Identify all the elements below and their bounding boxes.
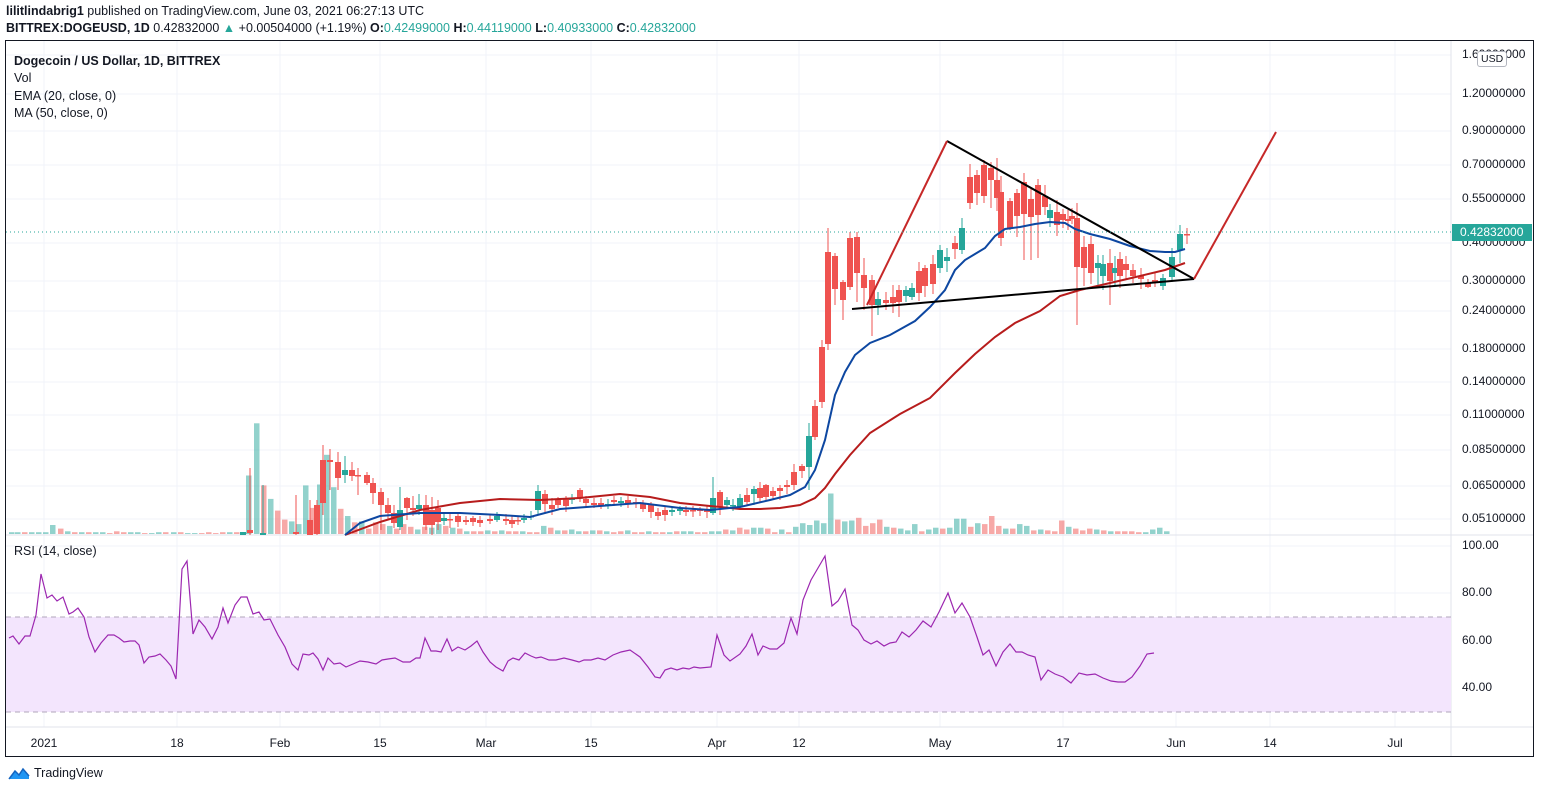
time-tick: 18 (170, 736, 184, 750)
high-label: H: (453, 21, 467, 35)
rsi-tick: 80.00 (1462, 585, 1493, 599)
time-tick: 14 (1263, 736, 1277, 750)
legend-title[interactable]: Dogecoin / US Dollar, 1D, BITTREX (14, 54, 221, 68)
legend-ema[interactable]: EMA (20, close, 0) (14, 88, 117, 103)
price-tick: 0.90000000 (1462, 123, 1526, 137)
tradingview-logo-icon (8, 767, 30, 780)
publish-info: lilitlindabrig1 published on TradingView… (6, 4, 424, 18)
chart-legend: Dogecoin / US Dollar, 1D, BITTREX Vol EM… (14, 53, 220, 122)
legend-vol[interactable]: Vol (14, 71, 32, 86)
up-arrow-icon: ▲ (222, 21, 236, 35)
close-label: C: (616, 21, 630, 35)
time-tick: Jul (1387, 736, 1403, 750)
time-tick: 2021 (30, 736, 58, 750)
rsi-band (6, 617, 1451, 712)
time-tick: 15 (584, 736, 598, 750)
close-value: 0.42832000 (629, 21, 696, 35)
legend-ma[interactable]: MA (50, close, 0) (14, 105, 108, 120)
currency-button[interactable]: USD (1477, 51, 1508, 67)
price-tick: 0.30000000 (1462, 273, 1526, 287)
publish-text: published on TradingView.com, June 03, 2… (87, 4, 425, 18)
low-value: 0.40933000 (547, 21, 614, 35)
price-tick: 0.55000000 (1462, 191, 1526, 205)
tradingview-logo[interactable]: TradingView (8, 766, 103, 780)
time-tick: Feb (269, 736, 291, 750)
time-tick: Jun (1166, 736, 1186, 750)
volume-bars (9, 423, 1170, 534)
price-tick: 1.20000000 (1462, 86, 1526, 100)
ma50-line (344, 262, 1186, 536)
rsi-legend[interactable]: RSI (14, close) (14, 544, 97, 558)
time-tick: Apr (707, 736, 727, 750)
brand-name: TradingView (34, 766, 103, 780)
time-tick: 12 (792, 736, 806, 750)
price-tick: 0.70000000 (1462, 157, 1526, 171)
author[interactable]: lilitlindabrig1 (6, 4, 84, 18)
price-tick: 0.14000000 (1462, 374, 1526, 388)
rsi-line (8, 554, 1155, 684)
time-tick: Mar (475, 736, 497, 750)
time-tick: May (928, 736, 952, 750)
rsi-tick: 40.00 (1462, 680, 1493, 694)
rsi-tick: 60.00 (1462, 633, 1493, 647)
ema20-line (344, 220, 1186, 536)
symbol-info-bar: BITTREX:DOGEUSD, 1D 0.42832000 ▲ +0.0050… (6, 21, 696, 35)
price-tick: 0.08500000 (1462, 442, 1526, 456)
last-price-tag: 0.42832000 (1452, 224, 1532, 241)
price-tick: 0.05100000 (1462, 511, 1526, 525)
last-price: 0.42832000 (153, 21, 220, 35)
projection-drawing[interactable] (866, 131, 1277, 306)
low-label: L: (535, 21, 548, 35)
candlesticks (240, 158, 1190, 535)
time-tick: 17 (1056, 736, 1070, 750)
time-tick: 15 (373, 736, 387, 750)
price-tick: 0.24000000 (1462, 303, 1526, 317)
open-label: O: (370, 21, 384, 35)
price-change: +0.00504000 (+1.19%) (238, 21, 367, 35)
open-value: 0.42499000 (383, 21, 450, 35)
price-tick: 0.06500000 (1462, 478, 1526, 492)
rsi-tick: 100.00 (1462, 538, 1499, 552)
chart-frame (5, 40, 1534, 757)
triangle-drawing[interactable] (851, 140, 1195, 310)
price-tick: 0.18000000 (1462, 341, 1526, 355)
price-tick: 0.11000000 (1462, 407, 1525, 421)
symbol: BITTREX:DOGEUSD, 1D (6, 21, 150, 35)
high-value: 0.44119000 (466, 21, 532, 35)
